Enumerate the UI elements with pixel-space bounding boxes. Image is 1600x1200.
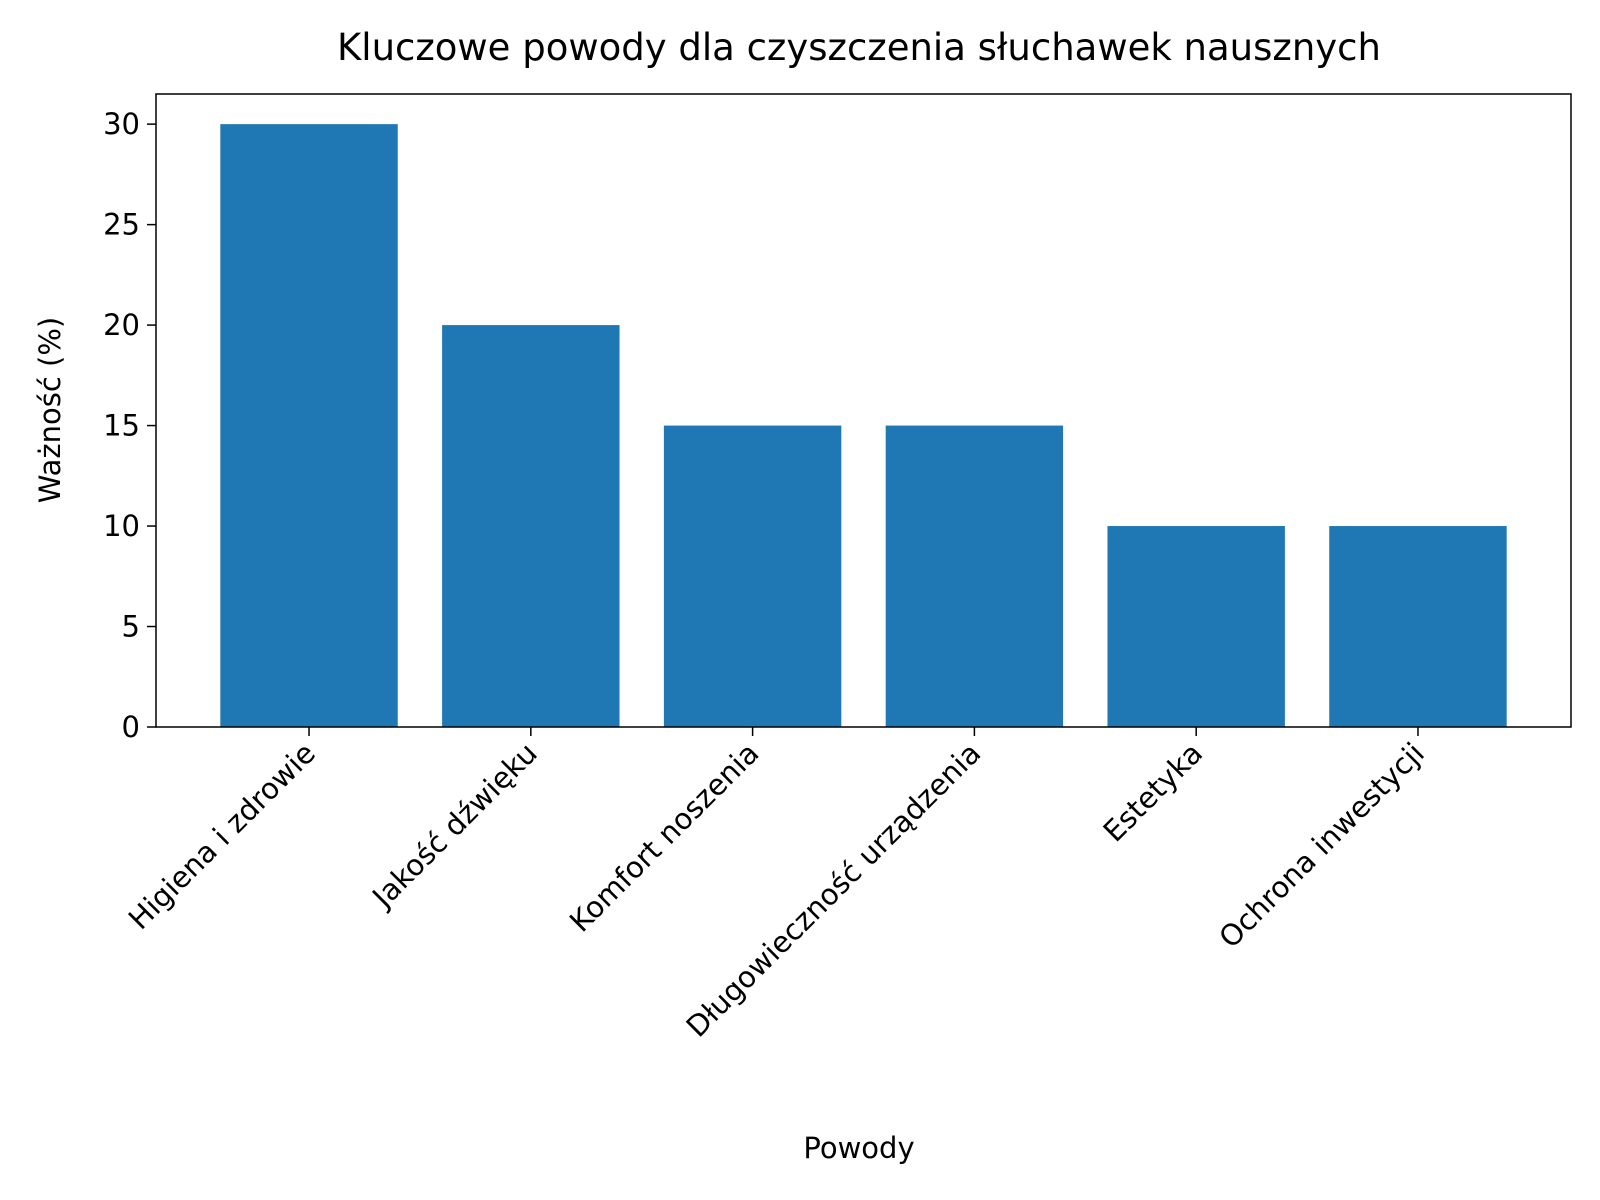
y-tick-label: 0 — [122, 710, 140, 744]
y-tick-label: 20 — [103, 308, 140, 342]
bar — [663, 425, 842, 727]
y-tick-label: 25 — [103, 208, 140, 242]
bar — [442, 325, 620, 727]
x-axis-label: Powody — [803, 1131, 914, 1165]
bar — [1329, 526, 1507, 727]
y-tick-label: 15 — [103, 409, 140, 443]
y-tick-label: 5 — [122, 610, 140, 644]
y-axis-label: Ważność (%) — [33, 317, 67, 503]
y-tick-label: 10 — [103, 509, 140, 543]
plot-frame — [155, 93, 1572, 728]
y-tick-label: 30 — [103, 107, 140, 141]
chart-title: Kluczowe powody dla czyszczenia słuchawe… — [337, 26, 1381, 69]
bar — [1107, 526, 1285, 727]
x-tick-label: Jakość dźwięku — [364, 736, 543, 915]
x-tick-label: Komfort noszenia — [563, 736, 766, 939]
bar — [220, 124, 398, 727]
x-tick-label: Estetyka — [1097, 736, 1210, 849]
bar — [885, 425, 1064, 727]
x-tick-label: Ochrona inwestycji — [1212, 736, 1431, 955]
x-tick-label: Higiena i zdrowie — [122, 736, 322, 936]
